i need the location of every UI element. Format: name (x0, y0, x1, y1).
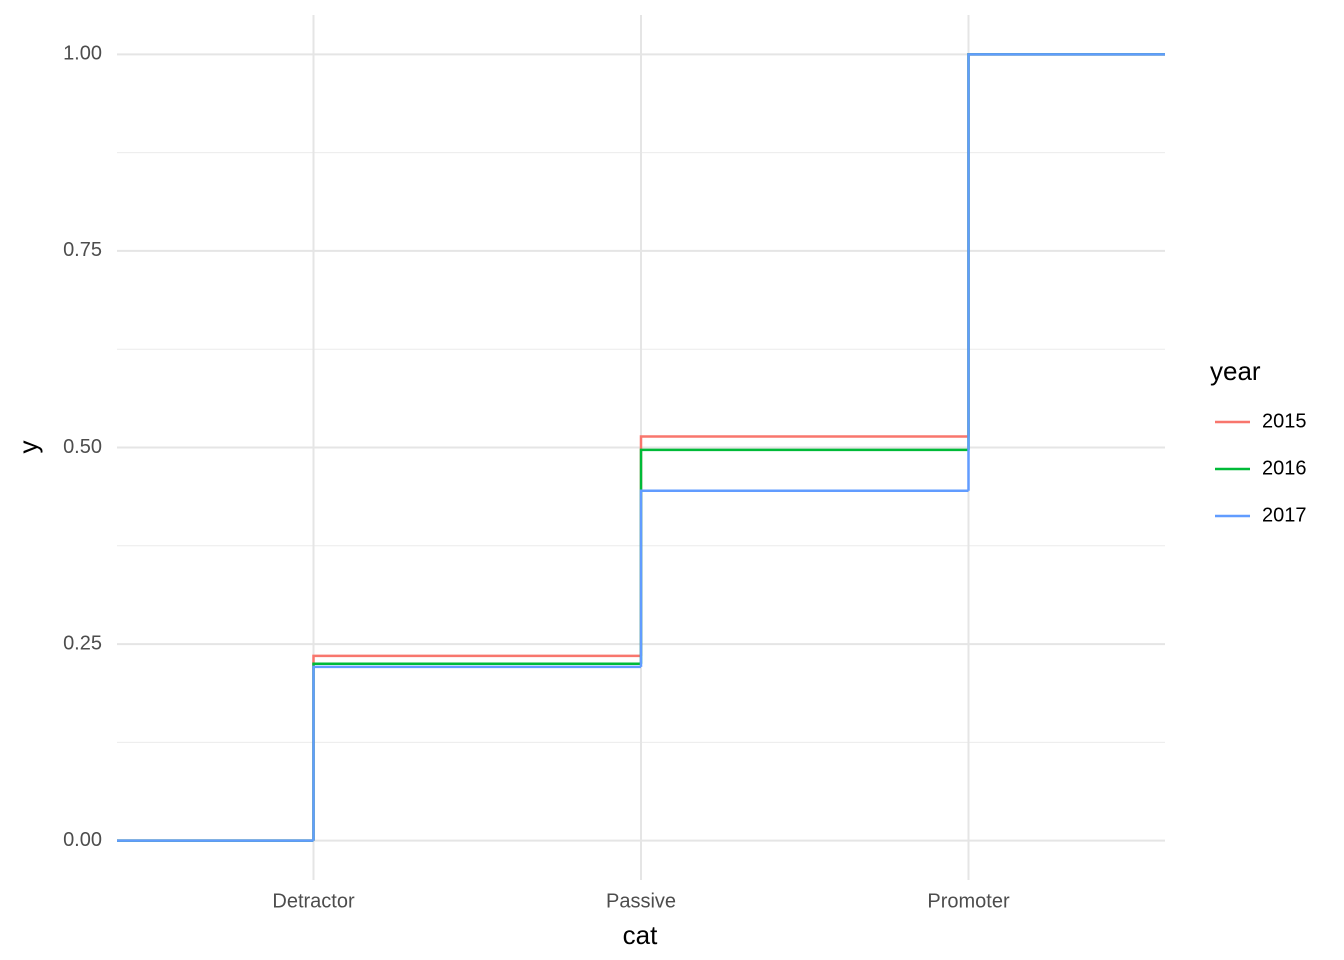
step-segment (967, 53, 1165, 491)
x-axis-title: cat (623, 920, 658, 950)
legend-label: 2016 (1262, 457, 1307, 479)
y-axis-title: y (13, 441, 43, 454)
step-segment (967, 53, 1165, 437)
step-segment (639, 448, 969, 664)
y-tick-label: 0.75 (63, 239, 102, 261)
y-tick-label: 1.00 (63, 43, 102, 65)
step-segment (639, 489, 969, 667)
y-tick-label: 0.25 (63, 632, 102, 654)
x-tick-label: Promoter (927, 890, 1010, 912)
step-segment (312, 665, 641, 841)
step-segment (312, 662, 641, 841)
step-segment (967, 53, 1165, 450)
x-tick-label: Detractor (272, 890, 355, 912)
y-tick-label: 0.50 (63, 436, 102, 458)
y-tick-label: 0.00 (63, 829, 102, 851)
legend-label: 2017 (1262, 504, 1307, 526)
legend-title: year (1210, 356, 1261, 386)
legend-label: 2015 (1262, 410, 1307, 432)
step-segment (312, 654, 641, 841)
x-tick-label: Passive (606, 890, 676, 912)
